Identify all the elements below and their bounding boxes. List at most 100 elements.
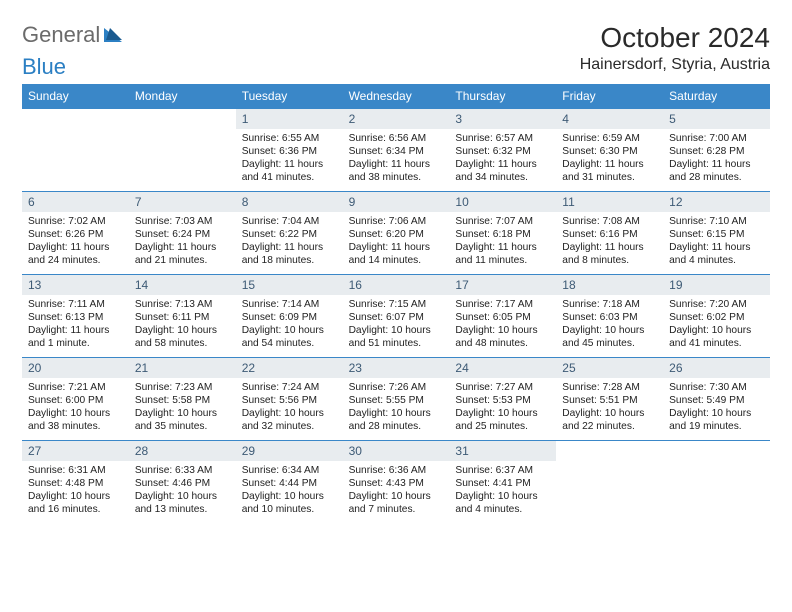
day-details: Sunrise: 7:17 AMSunset: 6:05 PMDaylight:… [449, 295, 556, 354]
daylight-text: Daylight: 11 hours and 18 minutes. [242, 241, 337, 267]
sunset-text: Sunset: 5:58 PM [135, 394, 230, 407]
day-details: Sunrise: 7:11 AMSunset: 6:13 PMDaylight:… [22, 295, 129, 354]
day-cell: 5Sunrise: 7:00 AMSunset: 6:28 PMDaylight… [663, 109, 770, 191]
day-cell: 26Sunrise: 7:30 AMSunset: 5:49 PMDayligh… [663, 358, 770, 440]
day-number: 15 [236, 275, 343, 295]
day-details: Sunrise: 7:26 AMSunset: 5:55 PMDaylight:… [343, 378, 450, 437]
daylight-text: Daylight: 11 hours and 41 minutes. [242, 158, 337, 184]
sunset-text: Sunset: 4:46 PM [135, 477, 230, 490]
daylight-text: Daylight: 11 hours and 8 minutes. [562, 241, 657, 267]
day-cell: 12Sunrise: 7:10 AMSunset: 6:15 PMDayligh… [663, 192, 770, 274]
daylight-text: Daylight: 10 hours and 25 minutes. [455, 407, 550, 433]
day-details: Sunrise: 7:27 AMSunset: 5:53 PMDaylight:… [449, 378, 556, 437]
sunset-text: Sunset: 6:32 PM [455, 145, 550, 158]
sunrise-text: Sunrise: 7:26 AM [349, 381, 444, 394]
day-details: Sunrise: 7:02 AMSunset: 6:26 PMDaylight:… [22, 212, 129, 271]
day-cell: 4Sunrise: 6:59 AMSunset: 6:30 PMDaylight… [556, 109, 663, 191]
day-cell: 3Sunrise: 6:57 AMSunset: 6:32 PMDaylight… [449, 109, 556, 191]
sunrise-text: Sunrise: 7:28 AM [562, 381, 657, 394]
sunset-text: Sunset: 5:56 PM [242, 394, 337, 407]
daylight-text: Daylight: 10 hours and 32 minutes. [242, 407, 337, 433]
day-cell: 31Sunrise: 6:37 AMSunset: 4:41 PMDayligh… [449, 441, 556, 523]
sunrise-text: Sunrise: 7:14 AM [242, 298, 337, 311]
day-details: Sunrise: 7:07 AMSunset: 6:18 PMDaylight:… [449, 212, 556, 271]
week-row: 20Sunrise: 7:21 AMSunset: 6:00 PMDayligh… [22, 357, 770, 440]
sunset-text: Sunset: 6:11 PM [135, 311, 230, 324]
day-details: Sunrise: 7:20 AMSunset: 6:02 PMDaylight:… [663, 295, 770, 354]
day-number: 4 [556, 109, 663, 129]
day-details: Sunrise: 6:56 AMSunset: 6:34 PMDaylight:… [343, 129, 450, 188]
sunset-text: Sunset: 6:05 PM [455, 311, 550, 324]
week-row: 27Sunrise: 6:31 AMSunset: 4:48 PMDayligh… [22, 440, 770, 523]
sunrise-text: Sunrise: 7:30 AM [669, 381, 764, 394]
day-details: Sunrise: 7:15 AMSunset: 6:07 PMDaylight:… [343, 295, 450, 354]
sunrise-text: Sunrise: 7:06 AM [349, 215, 444, 228]
daylight-text: Daylight: 11 hours and 38 minutes. [349, 158, 444, 184]
sunset-text: Sunset: 6:13 PM [28, 311, 123, 324]
day-details: Sunrise: 7:14 AMSunset: 6:09 PMDaylight:… [236, 295, 343, 354]
day-cell: 18Sunrise: 7:18 AMSunset: 6:03 PMDayligh… [556, 275, 663, 357]
day-number: 8 [236, 192, 343, 212]
day-number: 24 [449, 358, 556, 378]
daylight-text: Daylight: 10 hours and 28 minutes. [349, 407, 444, 433]
weekday-header: Tuesday [236, 84, 343, 108]
sunset-text: Sunset: 4:48 PM [28, 477, 123, 490]
sunset-text: Sunset: 5:53 PM [455, 394, 550, 407]
sunset-text: Sunset: 6:26 PM [28, 228, 123, 241]
sunrise-text: Sunrise: 7:10 AM [669, 215, 764, 228]
sunrise-text: Sunrise: 7:04 AM [242, 215, 337, 228]
sunset-text: Sunset: 6:09 PM [242, 311, 337, 324]
day-cell: 24Sunrise: 7:27 AMSunset: 5:53 PMDayligh… [449, 358, 556, 440]
day-number: 31 [449, 441, 556, 461]
location: Hainersdorf, Styria, Austria [580, 56, 770, 74]
day-number: 16 [343, 275, 450, 295]
sunset-text: Sunset: 5:55 PM [349, 394, 444, 407]
weekday-header: Wednesday [343, 84, 450, 108]
day-details: Sunrise: 7:13 AMSunset: 6:11 PMDaylight:… [129, 295, 236, 354]
day-details: Sunrise: 6:37 AMSunset: 4:41 PMDaylight:… [449, 461, 556, 520]
day-number: 14 [129, 275, 236, 295]
weekday-header: Sunday [22, 84, 129, 108]
day-details: Sunrise: 6:55 AMSunset: 6:36 PMDaylight:… [236, 129, 343, 188]
day-cell: 8Sunrise: 7:04 AMSunset: 6:22 PMDaylight… [236, 192, 343, 274]
sunset-text: Sunset: 6:00 PM [28, 394, 123, 407]
logo-text-general: General [22, 22, 100, 48]
day-details: Sunrise: 6:33 AMSunset: 4:46 PMDaylight:… [129, 461, 236, 520]
day-cell: 22Sunrise: 7:24 AMSunset: 5:56 PMDayligh… [236, 358, 343, 440]
daylight-text: Daylight: 10 hours and 38 minutes. [28, 407, 123, 433]
sunrise-text: Sunrise: 6:36 AM [349, 464, 444, 477]
day-cell: 28Sunrise: 6:33 AMSunset: 4:46 PMDayligh… [129, 441, 236, 523]
sunset-text: Sunset: 5:51 PM [562, 394, 657, 407]
sunrise-text: Sunrise: 7:02 AM [28, 215, 123, 228]
weekday-header: Saturday [663, 84, 770, 108]
week-row: 6Sunrise: 7:02 AMSunset: 6:26 PMDaylight… [22, 191, 770, 274]
daylight-text: Daylight: 10 hours and 22 minutes. [562, 407, 657, 433]
day-number: 6 [22, 192, 129, 212]
daylight-text: Daylight: 10 hours and 51 minutes. [349, 324, 444, 350]
day-cell [663, 441, 770, 523]
sunset-text: Sunset: 6:28 PM [669, 145, 764, 158]
day-number: 22 [236, 358, 343, 378]
daylight-text: Daylight: 10 hours and 19 minutes. [669, 407, 764, 433]
sunset-text: Sunset: 6:15 PM [669, 228, 764, 241]
sunset-text: Sunset: 6:16 PM [562, 228, 657, 241]
day-cell: 23Sunrise: 7:26 AMSunset: 5:55 PMDayligh… [343, 358, 450, 440]
day-cell: 17Sunrise: 7:17 AMSunset: 6:05 PMDayligh… [449, 275, 556, 357]
sunset-text: Sunset: 6:24 PM [135, 228, 230, 241]
day-number: 29 [236, 441, 343, 461]
sunrise-text: Sunrise: 7:03 AM [135, 215, 230, 228]
sunrise-text: Sunrise: 6:37 AM [455, 464, 550, 477]
day-details: Sunrise: 7:03 AMSunset: 6:24 PMDaylight:… [129, 212, 236, 271]
day-number: 26 [663, 358, 770, 378]
day-cell [22, 109, 129, 191]
sunset-text: Sunset: 6:07 PM [349, 311, 444, 324]
day-details: Sunrise: 6:57 AMSunset: 6:32 PMDaylight:… [449, 129, 556, 188]
weekday-header-row: SundayMondayTuesdayWednesdayThursdayFrid… [22, 84, 770, 108]
day-cell: 9Sunrise: 7:06 AMSunset: 6:20 PMDaylight… [343, 192, 450, 274]
day-number: 18 [556, 275, 663, 295]
daylight-text: Daylight: 10 hours and 35 minutes. [135, 407, 230, 433]
day-number: 9 [343, 192, 450, 212]
sunrise-text: Sunrise: 7:20 AM [669, 298, 764, 311]
day-number: 2 [343, 109, 450, 129]
sunset-text: Sunset: 6:02 PM [669, 311, 764, 324]
